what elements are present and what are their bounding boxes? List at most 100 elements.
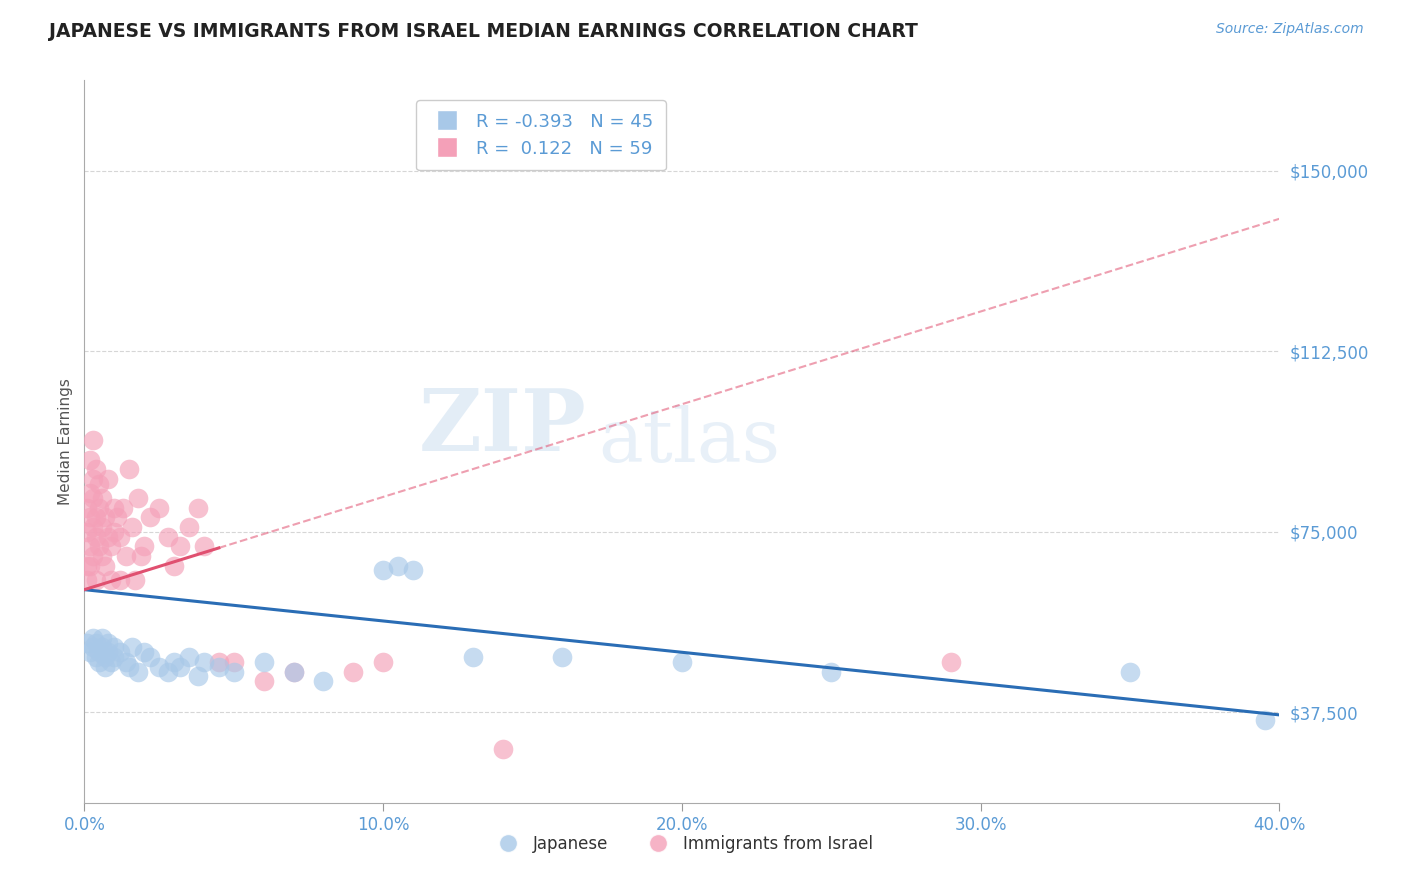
Point: [127, 491, 149, 505]
Point: [187, 500, 209, 515]
Point: [118, 659, 141, 673]
Point: [97, 472, 120, 486]
Text: ZIP: ZIP: [419, 385, 586, 469]
Point: [124, 573, 146, 587]
Text: Source: ZipAtlas.com: Source: ZipAtlas.com: [1216, 22, 1364, 37]
Point: [79, 452, 101, 467]
Point: [148, 500, 170, 515]
Point: [461, 650, 484, 665]
Point: [89, 645, 111, 659]
Point: [86, 573, 108, 587]
Point: [402, 563, 425, 577]
Point: [82, 491, 104, 505]
Point: [76, 500, 98, 515]
Point: [91, 520, 114, 534]
Point: [115, 549, 138, 563]
Point: [177, 520, 200, 534]
Point: [121, 520, 143, 534]
Point: [222, 655, 245, 669]
Point: [387, 558, 409, 573]
Point: [551, 650, 574, 665]
Point: [253, 655, 276, 669]
Point: [97, 635, 120, 649]
Point: [89, 655, 111, 669]
Point: [127, 665, 149, 679]
Point: [79, 510, 101, 524]
Point: [110, 530, 132, 544]
Point: [89, 539, 111, 553]
Point: [82, 549, 104, 563]
Point: [373, 563, 395, 577]
Point: [312, 674, 335, 689]
Point: [97, 530, 120, 544]
Point: [86, 650, 108, 665]
Point: [169, 539, 191, 553]
Point: [86, 530, 108, 544]
Point: [82, 434, 104, 448]
Y-axis label: Median Earnings: Median Earnings: [58, 378, 73, 505]
Point: [492, 741, 515, 756]
Point: [91, 549, 114, 563]
Point: [132, 645, 156, 659]
Point: [939, 655, 962, 669]
Point: [129, 549, 152, 563]
Point: [222, 665, 245, 679]
Point: [148, 659, 170, 673]
Point: [100, 655, 122, 669]
Point: [76, 524, 98, 539]
Text: JAPANESE VS IMMIGRANTS FROM ISRAEL MEDIAN EARNINGS CORRELATION CHART: JAPANESE VS IMMIGRANTS FROM ISRAEL MEDIA…: [49, 22, 918, 41]
Point: [105, 510, 128, 524]
Point: [163, 558, 186, 573]
Point: [1119, 665, 1142, 679]
Point: [103, 650, 125, 665]
Point: [94, 558, 117, 573]
Point: [139, 650, 162, 665]
Point: [193, 539, 215, 553]
Point: [373, 655, 395, 669]
Point: [82, 631, 104, 645]
Text: atlas: atlas: [599, 405, 780, 478]
Point: [342, 665, 364, 679]
Point: [118, 462, 141, 476]
Point: [79, 486, 101, 500]
Point: [76, 635, 98, 649]
Point: [193, 655, 215, 669]
Point: [76, 573, 98, 587]
Point: [94, 659, 117, 673]
Point: [283, 665, 305, 679]
Point: [112, 500, 135, 515]
Point: [82, 640, 104, 655]
Point: [139, 510, 162, 524]
Point: [91, 491, 114, 505]
Point: [86, 462, 108, 476]
Point: [177, 650, 200, 665]
Point: [89, 500, 111, 515]
Point: [157, 530, 180, 544]
Point: [283, 665, 305, 679]
Point: [82, 520, 104, 534]
Point: [253, 674, 276, 689]
Point: [103, 640, 125, 655]
Point: [103, 500, 125, 515]
Point: [115, 655, 138, 669]
Point: [79, 645, 101, 659]
Point: [82, 472, 104, 486]
Point: [79, 558, 101, 573]
Point: [103, 524, 125, 539]
Point: [157, 665, 180, 679]
Point: [97, 645, 120, 659]
Point: [76, 558, 98, 573]
Point: [100, 573, 122, 587]
Point: [121, 640, 143, 655]
Point: [110, 645, 132, 659]
Point: [110, 573, 132, 587]
Point: [820, 665, 842, 679]
Point: [94, 650, 117, 665]
Point: [79, 539, 101, 553]
Point: [100, 539, 122, 553]
Point: [671, 655, 693, 669]
Point: [208, 659, 231, 673]
Point: [86, 635, 108, 649]
Point: [163, 655, 186, 669]
Point: [89, 476, 111, 491]
